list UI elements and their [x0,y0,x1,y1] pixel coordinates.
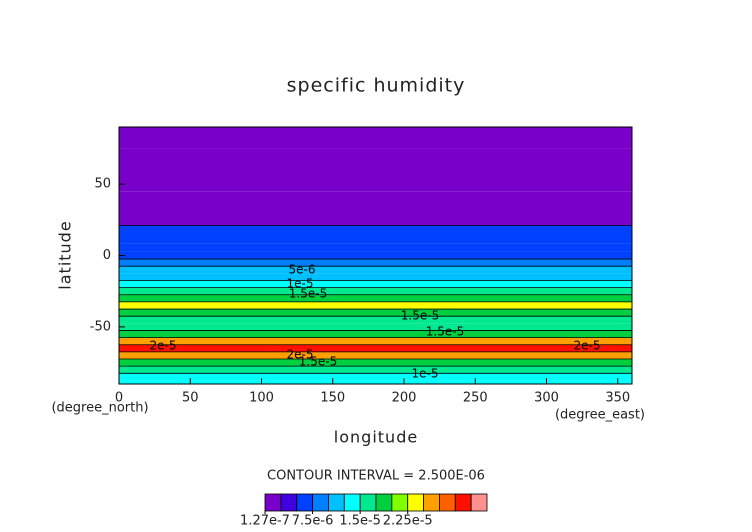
contour-band [119,243,632,252]
colorbar-box [375,493,393,512]
contour-band [119,366,632,374]
y-tick-label: 0 [103,248,111,263]
x-axis-label: longitude [334,428,418,447]
x-tick-label: 200 [392,391,417,406]
contour-band [119,127,632,149]
contour-band [119,337,632,345]
colorbar-box [264,493,282,512]
contour-label: 1e-5 [412,367,439,381]
contour-band [119,301,632,310]
contour-label: 1.5e-5 [299,355,337,369]
colorbar-label: 7.5e-6 [292,514,334,529]
contour-label: 2e-5 [150,339,177,353]
colorbar-box [423,493,440,512]
contour-band [119,266,632,274]
contour-band [119,373,632,381]
colorbar-box [391,493,409,512]
contour-label: 2e-5 [574,339,601,353]
colorbar-box [359,493,377,512]
contour-band [119,309,632,317]
contour-band [119,323,632,331]
contour-band [119,294,632,302]
colorbar-box [407,493,424,512]
x-tick-label: 250 [463,391,488,406]
contour-band [119,273,632,281]
contour-band [119,359,632,367]
colorbar-box [328,493,345,512]
colorbar-label: 1.5e-5 [339,514,381,529]
x-tick-label: 0 [115,391,123,406]
x-tick-label: 150 [320,391,345,406]
contour-band [119,344,632,352]
y-tick-label: 50 [94,177,111,192]
contour-label: 5e-6 [289,263,316,277]
colorbar-box [470,493,488,512]
colorbar-box [343,493,361,512]
contour-band [119,259,632,267]
colorbar-label: 2.25e-5 [383,514,433,529]
contour-label: 1.5e-5 [426,325,464,339]
contour-band [119,330,632,338]
y-axis-label: latitude [56,220,75,289]
colorbar-box [296,493,313,512]
colorbar-box [439,493,456,512]
contour-interval: CONTOUR INTERVAL = 2.500E-06 [267,469,485,484]
colorbar-label: 1.27e-7 [240,514,290,529]
y-tick-label: -50 [90,319,111,334]
contour-band [119,280,632,288]
contour-band [119,380,632,384]
colorbar-box [280,493,298,512]
contour-band [119,148,632,192]
contour-label: 1e-5 [287,277,314,291]
contour-band [119,287,632,295]
x-tick-label: 100 [249,391,274,406]
x-unit: (degree_east) [555,408,645,423]
contour-label: 1.5e-5 [289,287,327,301]
x-tick-label: 300 [534,391,559,406]
contour-band [119,225,632,244]
contour-label: 2e-5 [287,348,314,362]
contour-band [119,191,632,226]
y-unit: (degree_north) [51,401,148,416]
colorbar-box [312,493,329,512]
chart-title: specific humidity [287,75,466,97]
contour-band [119,251,632,260]
x-tick-label: 350 [605,391,630,406]
colorbar-box [454,493,472,512]
contour-label: 1.5e-5 [401,309,439,323]
x-tick-label: 50 [182,391,199,406]
contour-band [119,316,632,324]
contour-band [119,351,632,360]
